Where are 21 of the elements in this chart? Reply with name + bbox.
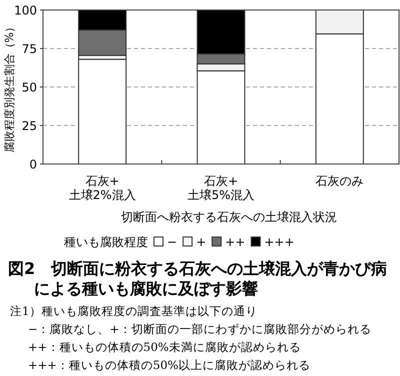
legend-label: − — [167, 235, 178, 249]
x-tick-label: 石灰+ 土壌5%混入 — [187, 174, 255, 202]
y-tick-label: 50 — [22, 80, 37, 94]
y-tick-label: 100 — [14, 4, 37, 18]
y-tick-label: 25 — [22, 119, 37, 133]
legend-label: +++ — [264, 235, 294, 249]
x-tick-label: 石灰のみ — [316, 174, 364, 188]
text: ++：種いもの体積の50%未満に腐敗が認められる — [28, 340, 301, 354]
legend-title: 種いも腐敗程度 — [64, 235, 148, 249]
text: 注1）種いも腐敗程度の調査基準は以下の通り — [10, 304, 258, 318]
x-tick-label: 石灰+ 土壌2%混入 — [68, 174, 136, 202]
legend-label: ++ — [225, 235, 246, 249]
text: +++：種いもの体積の50%以上に腐敗が認められる — [28, 358, 310, 372]
x-axis-title: 切断面へ粉衣する石灰への土壌混入状況 — [121, 210, 337, 224]
text: −：腐敗なし、+：切断面の一部にわずかに腐敗部分がめられる — [28, 322, 372, 336]
y-axis-title: 腐敗程度別発生割合（%） — [3, 21, 16, 153]
text: 図2 切断面に粉衣する石灰への土壌混入が青かび病による種いも腐敗に及ぼす影響 — [8, 259, 388, 298]
y-tick-label: 75 — [22, 42, 37, 56]
bar — [78, 58, 127, 164]
legend-label: + — [196, 235, 206, 249]
y-tick-label: 0 — [29, 158, 37, 172]
